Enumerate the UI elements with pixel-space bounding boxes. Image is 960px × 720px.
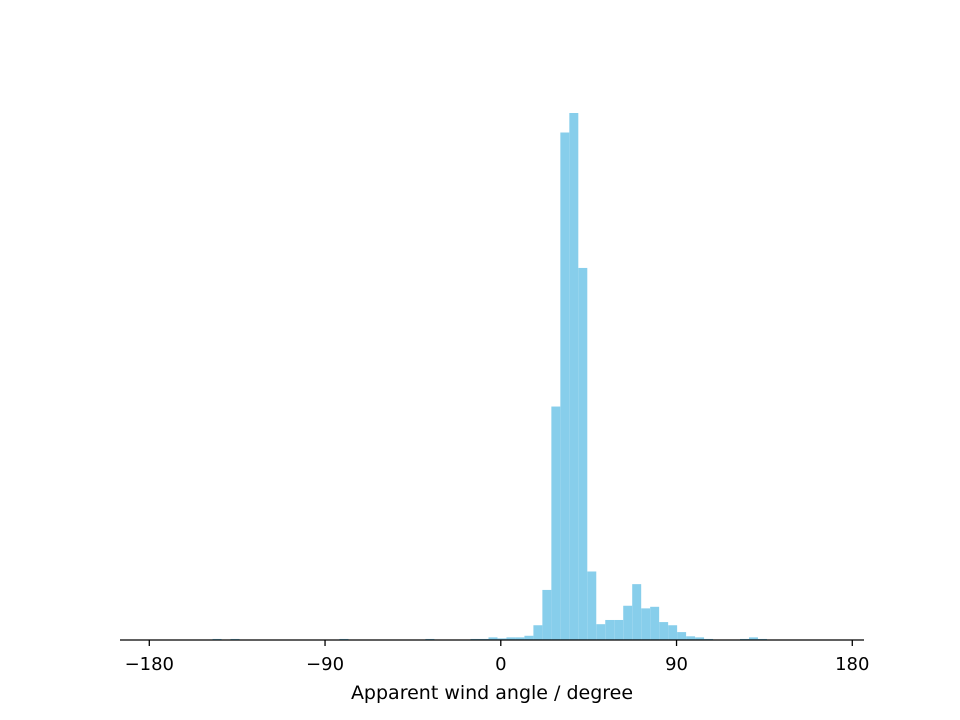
histogram-bar: [686, 636, 696, 640]
histogram-bar: [515, 637, 525, 640]
x-axis-ticks: −180 −90 0 90 180: [125, 640, 869, 675]
x-tick-label: −180: [125, 654, 174, 675]
histogram-bar: [506, 637, 516, 640]
histogram-bar: [524, 635, 534, 640]
histogram-bar: [569, 113, 579, 640]
histogram-bar: [748, 637, 758, 640]
x-tick-label: 180: [835, 654, 869, 675]
histogram-bar: [605, 619, 615, 640]
histogram-bar: [695, 637, 705, 640]
histogram-bar: [659, 622, 669, 640]
histogram-bar: [614, 619, 624, 640]
histogram-bar: [677, 632, 687, 640]
histogram-bar: [533, 625, 543, 640]
histogram-bar: [497, 638, 507, 640]
x-tick-label: 90: [665, 654, 688, 675]
histogram-bar: [596, 624, 606, 640]
histogram-bar: [488, 637, 498, 640]
histogram-bar: [632, 584, 642, 640]
histogram-bar: [641, 608, 651, 640]
histogram-bar: [560, 132, 570, 640]
histogram-bar: [587, 571, 597, 640]
histogram-bar: [578, 267, 588, 640]
histogram-bar: [542, 589, 552, 640]
histogram-bar: [668, 625, 678, 640]
x-tick-label: 0: [495, 654, 506, 675]
histogram-bar: [623, 605, 633, 640]
histogram-bar: [551, 406, 561, 640]
histogram-bars: [212, 113, 767, 640]
x-tick-label: −90: [306, 654, 344, 675]
x-axis-label: Apparent wind angle / degree: [351, 682, 633, 704]
histogram-bar: [650, 606, 660, 640]
